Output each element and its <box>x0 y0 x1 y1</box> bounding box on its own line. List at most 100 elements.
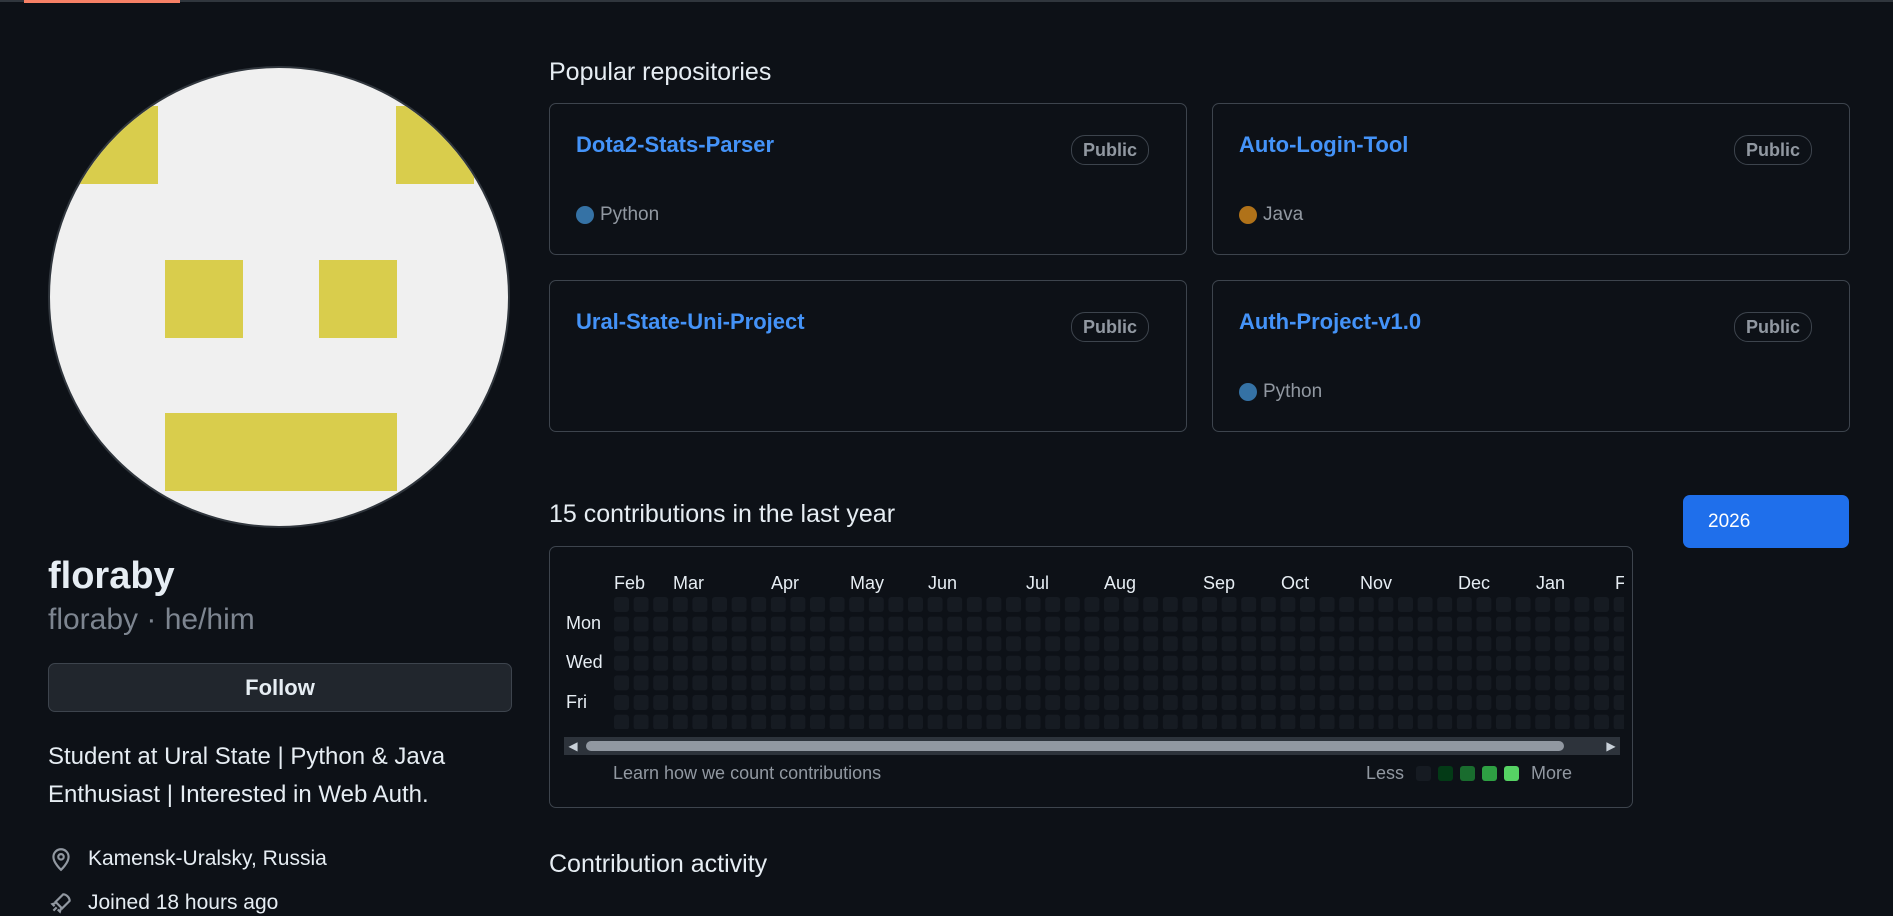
contribution-cell[interactable] <box>1162 636 1178 652</box>
contribution-cell[interactable] <box>1358 655 1374 671</box>
contribution-cell[interactable] <box>1221 597 1237 612</box>
contribution-cell[interactable] <box>653 597 669 612</box>
contribution-cell[interactable] <box>1554 597 1570 612</box>
contribution-cell[interactable] <box>1123 675 1139 691</box>
contribution-cell[interactable] <box>1417 597 1433 612</box>
contribution-cell[interactable] <box>888 636 904 652</box>
contribution-cell[interactable] <box>1045 695 1061 710</box>
contribution-cell[interactable] <box>1515 714 1531 729</box>
contribution-cell[interactable] <box>868 675 884 691</box>
contribution-cell[interactable] <box>633 655 649 671</box>
contribution-cell[interactable] <box>1398 597 1413 612</box>
contribution-cell[interactable] <box>1104 597 1119 612</box>
contribution-cell[interactable] <box>1260 695 1276 710</box>
contribution-cell[interactable] <box>672 695 688 710</box>
contribution-cell[interactable] <box>1006 675 1021 691</box>
contribution-cell[interactable] <box>1104 655 1119 671</box>
contribution-cell[interactable] <box>1594 597 1609 612</box>
contribution-cell[interactable] <box>849 714 865 729</box>
contribution-cell[interactable] <box>1104 616 1119 632</box>
contribution-cell[interactable] <box>908 636 923 652</box>
contribution-cell[interactable] <box>1437 655 1453 671</box>
contribution-cell[interactable] <box>614 616 629 632</box>
contribution-cell[interactable] <box>966 714 982 729</box>
contribution-cell[interactable] <box>1378 655 1394 671</box>
contribution-cell[interactable] <box>908 695 923 710</box>
contribution-cell[interactable] <box>966 675 982 691</box>
contribution-cell[interactable] <box>829 675 845 691</box>
contribution-cell[interactable] <box>712 616 727 632</box>
contribution-cell[interactable] <box>1437 675 1453 691</box>
contribution-cell[interactable] <box>1104 695 1119 710</box>
contribution-cell[interactable] <box>927 675 943 691</box>
contribution-cell[interactable] <box>1574 675 1590 691</box>
contribution-cell[interactable] <box>927 655 943 671</box>
contribution-cell[interactable] <box>633 636 649 652</box>
follow-button[interactable]: Follow <box>48 663 512 712</box>
contribution-cell[interactable] <box>1241 636 1257 652</box>
contribution-cell[interactable] <box>1574 714 1590 729</box>
contribution-cell[interactable] <box>829 695 845 710</box>
contribution-cell[interactable] <box>1300 695 1315 710</box>
contribution-cell[interactable] <box>947 597 963 612</box>
repo-link[interactable]: Auto-Login-Tool <box>1239 132 1409 157</box>
contribution-cell[interactable] <box>1104 675 1119 691</box>
contribution-cell[interactable] <box>1202 695 1217 710</box>
contribution-cell[interactable] <box>1260 616 1276 632</box>
contribution-cell[interactable] <box>1398 636 1413 652</box>
contribution-cell[interactable] <box>1496 695 1511 710</box>
contribution-cell[interactable] <box>1084 675 1100 691</box>
contribution-cell[interactable] <box>770 714 786 729</box>
contribution-cell[interactable] <box>751 714 767 729</box>
contribution-cell[interactable] <box>1554 616 1570 632</box>
contribution-cell[interactable] <box>1515 655 1531 671</box>
contribution-cell[interactable] <box>653 695 669 710</box>
contribution-cell[interactable] <box>1280 616 1296 632</box>
contribution-cell[interactable] <box>1006 636 1021 652</box>
contribution-cell[interactable] <box>908 714 923 729</box>
contribution-cell[interactable] <box>888 655 904 671</box>
contribution-cell[interactable] <box>1476 597 1492 612</box>
contribution-cell[interactable] <box>1123 597 1139 612</box>
contribution-cell[interactable] <box>1515 597 1531 612</box>
contribution-cell[interactable] <box>1476 636 1492 652</box>
contribution-cell[interactable] <box>1339 616 1355 632</box>
contribution-cell[interactable] <box>829 636 845 652</box>
contribution-cell[interactable] <box>810 714 825 729</box>
contribution-cell[interactable] <box>829 714 845 729</box>
contribution-cell[interactable] <box>1358 636 1374 652</box>
contribution-cell[interactable] <box>1143 655 1159 671</box>
contribution-cell[interactable] <box>653 616 669 632</box>
repo-link[interactable]: Auth-Project-v1.0 <box>1239 309 1422 334</box>
contribution-cell[interactable] <box>790 714 806 729</box>
contribution-cell[interactable] <box>692 695 708 710</box>
contribution-cell[interactable] <box>1613 714 1624 729</box>
contribution-cell[interactable] <box>614 655 629 671</box>
contribution-cell[interactable] <box>986 695 1002 710</box>
contribution-cell[interactable] <box>1319 675 1335 691</box>
contribution-cell[interactable] <box>947 675 963 691</box>
contribution-cell[interactable] <box>1437 714 1453 729</box>
contribution-cell[interactable] <box>1476 695 1492 710</box>
contribution-cell[interactable] <box>966 636 982 652</box>
contribution-cell[interactable] <box>868 695 884 710</box>
scroll-right-icon[interactable]: ▶ <box>1606 739 1616 753</box>
contribution-cell[interactable] <box>614 675 629 691</box>
contribution-cell[interactable] <box>692 597 708 612</box>
contribution-cell[interactable] <box>1300 597 1315 612</box>
contribution-cell[interactable] <box>614 714 629 729</box>
contribution-cell[interactable] <box>770 655 786 671</box>
contribution-cell[interactable] <box>1280 675 1296 691</box>
contribution-cell[interactable] <box>633 675 649 691</box>
contribution-cell[interactable] <box>1143 636 1159 652</box>
contribution-cell[interactable] <box>770 616 786 632</box>
contribution-cell[interactable] <box>1280 714 1296 729</box>
contribution-cell[interactable] <box>731 616 747 632</box>
contribution-cell[interactable] <box>1025 675 1041 691</box>
contribution-cell[interactable] <box>1515 616 1531 632</box>
contribution-cell[interactable] <box>1554 655 1570 671</box>
contribution-cell[interactable] <box>829 616 845 632</box>
contribution-cell[interactable] <box>1006 655 1021 671</box>
contribution-cell[interactable] <box>1064 597 1080 612</box>
contribution-cell[interactable] <box>712 695 727 710</box>
